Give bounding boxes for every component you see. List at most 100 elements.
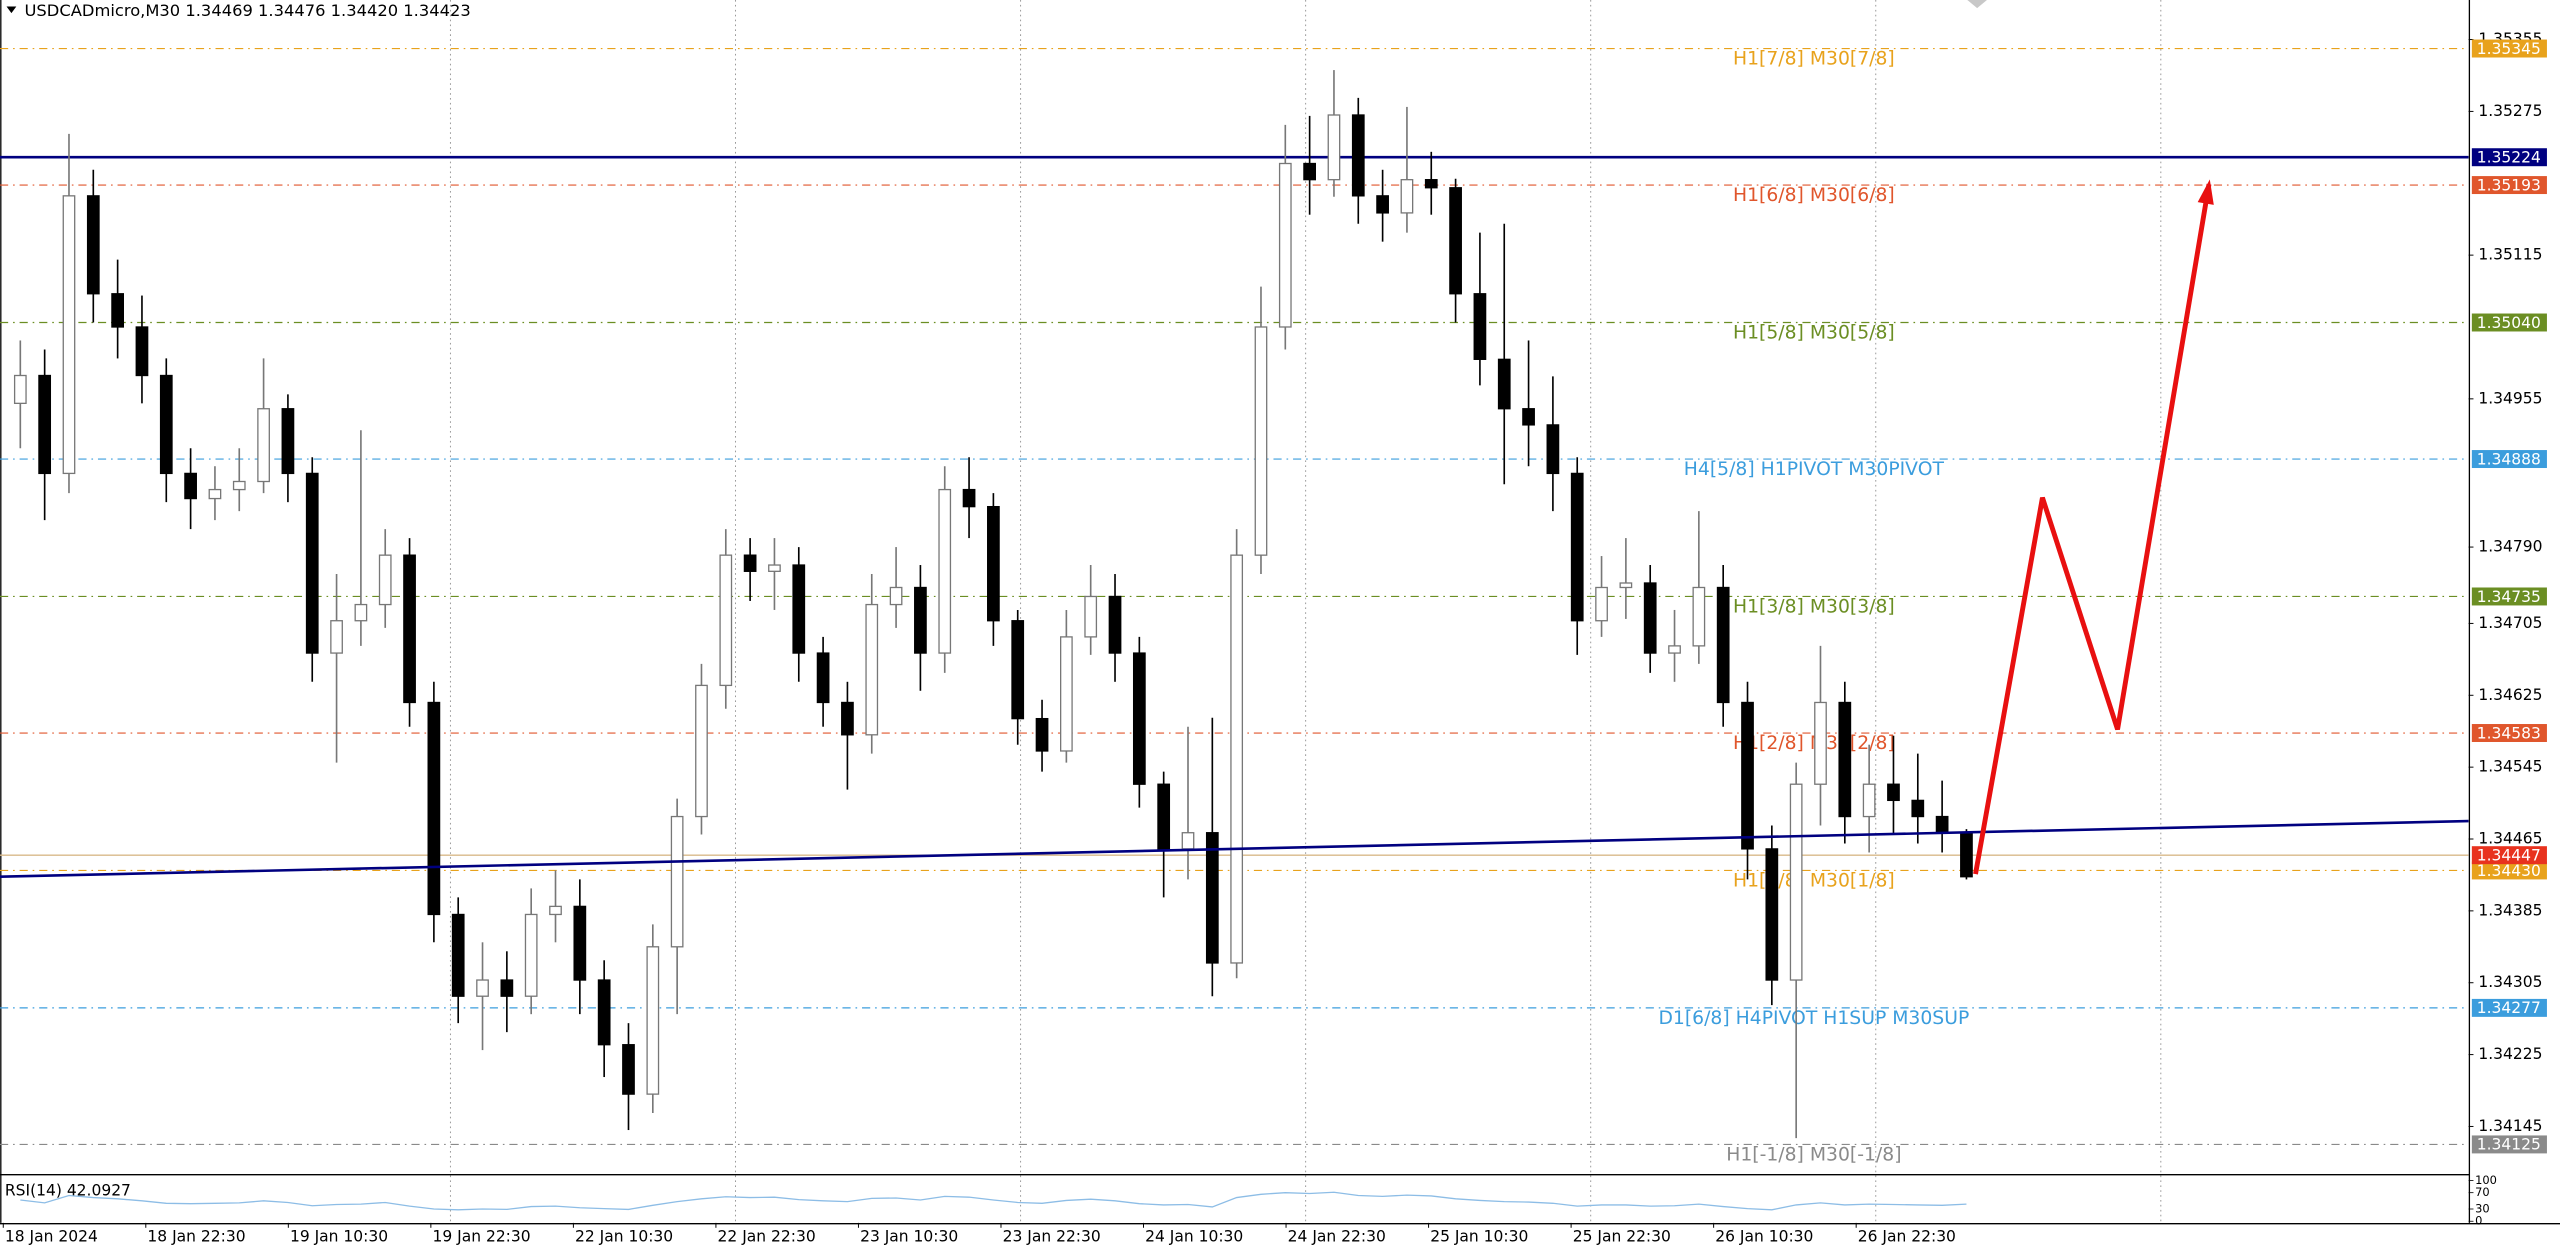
price-tick-label: 1.34625 [2478, 686, 2542, 704]
candle-body [1887, 783, 1900, 802]
price-box-label: 1.34125 [2477, 1136, 2541, 1154]
time-label: 25 Jan 22:30 [1573, 1227, 1671, 1245]
candle-body [1181, 832, 1195, 850]
candle-body [1960, 832, 1973, 878]
price-box-label: 1.34430 [2477, 862, 2541, 880]
rsi-label: RSI(14) 42.0927 [5, 1182, 131, 1200]
candle-body [135, 326, 149, 377]
level-label: H1[3/8] M30[3/8] [1733, 597, 1895, 618]
time-label: 24 Jan 22:30 [1288, 1227, 1386, 1245]
price-tick-label: 1.34225 [2478, 1045, 2542, 1063]
price-tick-label: 1.35275 [2478, 102, 2542, 120]
menu-arrow [6, 6, 17, 14]
price-box-label: 1.34888 [2477, 450, 2541, 468]
time-label: 18 Jan 2024 [5, 1227, 98, 1245]
price-box [2471, 846, 2547, 865]
candle-body [1035, 717, 1049, 752]
price-box [2471, 176, 2547, 195]
candle-body [987, 505, 1000, 622]
level-label: H1[2/8] M30[2/8] [1733, 733, 1895, 754]
candle-body [1060, 636, 1073, 752]
candle-body [816, 652, 830, 704]
level-label: H1[1/8] M30[1/8] [1733, 871, 1895, 892]
candle-body [62, 195, 76, 475]
candle-body [841, 701, 854, 736]
price-box [2471, 587, 2547, 606]
candle-body [305, 472, 319, 654]
candle-body [1351, 114, 1365, 197]
price-tick-label: 1.34305 [2478, 973, 2542, 991]
candle-body [1327, 114, 1341, 181]
candle-body [86, 195, 100, 295]
price-box-label: 1.35040 [2477, 314, 2541, 332]
price-box [2471, 861, 2547, 880]
candle-body [1497, 358, 1511, 410]
candle-body [378, 554, 392, 606]
time-label: 26 Jan 22:30 [1858, 1227, 1956, 1245]
price-tick-label: 1.34790 [2478, 538, 2542, 556]
candle-body [111, 293, 125, 328]
candle-body [792, 564, 806, 654]
time-label: 22 Jan 10:30 [575, 1227, 673, 1245]
time-label: 24 Jan 10:30 [1145, 1227, 1243, 1245]
candle-body [962, 488, 976, 508]
rsi-tick-label: 0 [2475, 1214, 2482, 1228]
price-box [2471, 1135, 2547, 1154]
shift-marker [1967, 0, 1987, 9]
candle-body [719, 554, 733, 687]
price-box-label: 1.35193 [2477, 176, 2541, 194]
candle-body [597, 979, 611, 1046]
candle-body [1692, 586, 1706, 647]
price-box [2471, 450, 2547, 469]
candle-body [1741, 701, 1754, 850]
candle-body [1108, 595, 1122, 654]
candle-body [1595, 586, 1608, 622]
candle-body [938, 488, 952, 654]
candle-body [403, 554, 416, 704]
candle-body [1570, 472, 1584, 622]
candle-body [865, 603, 879, 736]
candle-body [549, 905, 562, 916]
candle-body [330, 620, 343, 654]
candle-body [257, 408, 270, 483]
price-tick-label: 1.35115 [2478, 246, 2542, 264]
time-label: 25 Jan 10:30 [1430, 1227, 1528, 1245]
time-label: 26 Jan 10:30 [1715, 1227, 1813, 1245]
candle-body [768, 564, 781, 572]
price-box [2471, 313, 2547, 332]
candle-body [184, 472, 197, 500]
candle-body [1011, 620, 1025, 720]
candle-body [622, 1044, 635, 1095]
candle-body [743, 554, 757, 572]
candle-body [1911, 799, 1925, 818]
level-label: H1[6/8] M30[6/8] [1733, 185, 1895, 206]
candle-body [1716, 586, 1730, 704]
price-box [2471, 998, 2547, 1017]
candle-body [1303, 162, 1317, 181]
price-box-label: 1.34735 [2477, 588, 2541, 606]
candle-body [1473, 293, 1487, 360]
candle-body [500, 979, 514, 997]
level-label: H1[-1/8] M30[-1/8] [1726, 1145, 1901, 1166]
rsi-line [20, 1191, 1967, 1211]
candle-body [1254, 326, 1268, 556]
candle-body [1376, 195, 1389, 214]
rsi-tick-label: 30 [2475, 1201, 2490, 1215]
candle-body [1619, 582, 1633, 589]
price-tick-label: 1.34955 [2478, 389, 2542, 407]
time-label: 22 Jan 22:30 [718, 1227, 816, 1245]
forecast-path [1973, 183, 2212, 875]
candle-body [281, 408, 295, 475]
price-tick-label: 1.34465 [2478, 830, 2542, 848]
candle-body [1084, 595, 1098, 638]
price-box [2471, 148, 2547, 167]
candle-body [524, 913, 538, 997]
price-tick-label: 1.34545 [2478, 758, 2542, 776]
price-box-label: 1.34277 [2477, 999, 2541, 1017]
level-label: H4[5/8] H1PIVOT M30PIVOT [1684, 459, 1945, 480]
candle-body [451, 913, 465, 997]
trendline [0, 819, 2469, 879]
forecast-arrowhead [2197, 179, 2214, 205]
candle-body [1205, 832, 1219, 964]
